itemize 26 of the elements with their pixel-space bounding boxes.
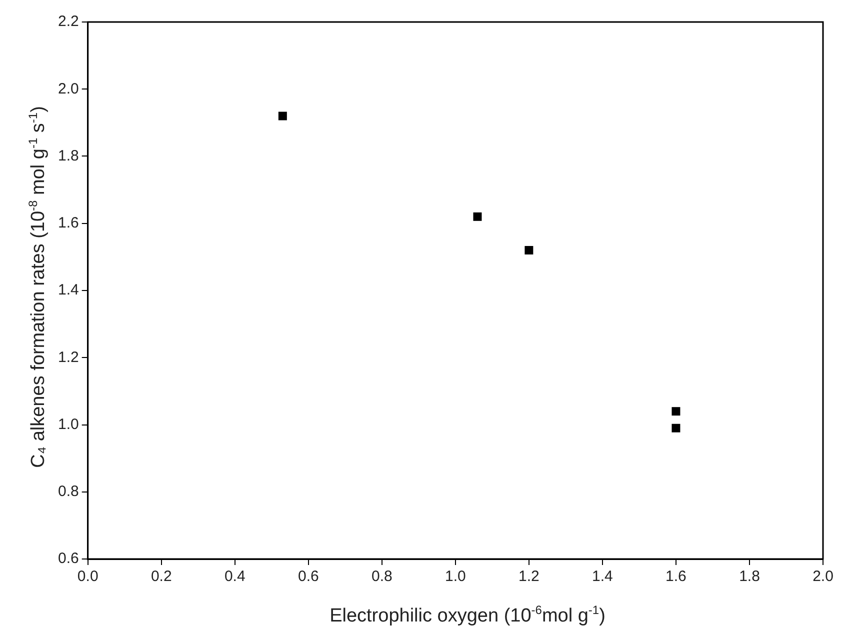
point: [672, 424, 680, 432]
point: [278, 112, 287, 120]
x-tick-label: 0.2: [150, 568, 172, 586]
x-tick-label: 1.0: [444, 568, 466, 586]
x-tick-label: 0.0: [77, 568, 98, 586]
x-tick-label: 0.6: [298, 568, 319, 586]
point: [524, 246, 534, 254]
y-tick-label: 1.2: [58, 348, 79, 366]
y-tick-label: 1.4: [58, 282, 79, 299]
y-tick-label: 1.6: [58, 214, 79, 232]
y-tick-label: 2.0: [58, 80, 79, 98]
x-tick-label: 1.6: [666, 568, 686, 586]
x-axis-title: Electrophilic oxygen (10$^{-6}$mol g$^{-1}$): [328, 603, 606, 628]
point: [473, 212, 482, 221]
y-tick-label: 0.8: [58, 483, 79, 500]
x-tick-label: 0.4: [224, 568, 246, 586]
y-tick-label: 0.6: [58, 550, 79, 568]
x-tick-label: 1.2: [518, 568, 540, 586]
x-tick-label: 1.4: [592, 568, 613, 586]
point: [672, 407, 680, 416]
x-tick-label: 2.0: [812, 568, 834, 586]
y-tick-label: 2.2: [58, 13, 79, 30]
y-tick-label: 1.0: [58, 416, 79, 433]
x-tick-label: 1.8: [739, 568, 760, 586]
x-tick-label: 0.8: [371, 568, 392, 586]
y-tick-label: 1.8: [58, 147, 79, 164]
